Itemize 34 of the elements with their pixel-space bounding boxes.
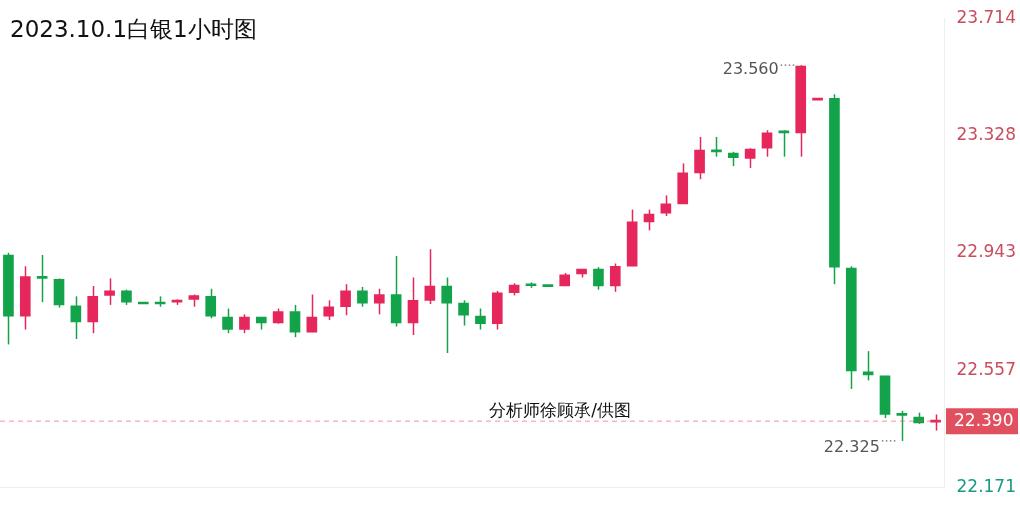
candlestick [87, 285, 99, 334]
candlestick [3, 252, 14, 346]
candlestick [239, 313, 250, 334]
candlestick [475, 307, 486, 331]
candlestick [491, 290, 503, 331]
candlestick [896, 410, 908, 442]
candlestick [205, 288, 217, 320]
y-tick-label: 22.943 [956, 241, 1016, 262]
y-tick-label: 22.171 [956, 476, 1016, 497]
candlestick [609, 262, 621, 293]
y-tick-label: 23.328 [956, 124, 1016, 145]
annotation: 22.325 [823, 437, 880, 457]
y-tick-label: 22.557 [956, 358, 1016, 379]
candlestick [373, 288, 385, 316]
candlestick [694, 136, 705, 180]
candlestick [542, 284, 554, 287]
candlestick [340, 283, 351, 316]
candlestick [323, 299, 335, 321]
candlestick [441, 276, 453, 354]
ref-line-label: 22.390 [954, 409, 1014, 430]
candlestick [795, 64, 807, 158]
candlestick [845, 265, 857, 390]
y-tick-label: 23.714 [956, 6, 1016, 27]
annotation: 分析师徐顾承/供图 [489, 398, 631, 422]
candlestick [593, 266, 604, 291]
candlestick [458, 299, 469, 327]
candlestick [677, 162, 689, 205]
candlestick [36, 254, 48, 303]
annotation: 23.560 [722, 59, 779, 79]
candlestick [222, 307, 233, 334]
chart-title: 2023.10.1白银1小时图 [10, 15, 257, 44]
candlestick [19, 265, 31, 331]
candlestick [829, 93, 840, 285]
candlestick [711, 136, 722, 158]
